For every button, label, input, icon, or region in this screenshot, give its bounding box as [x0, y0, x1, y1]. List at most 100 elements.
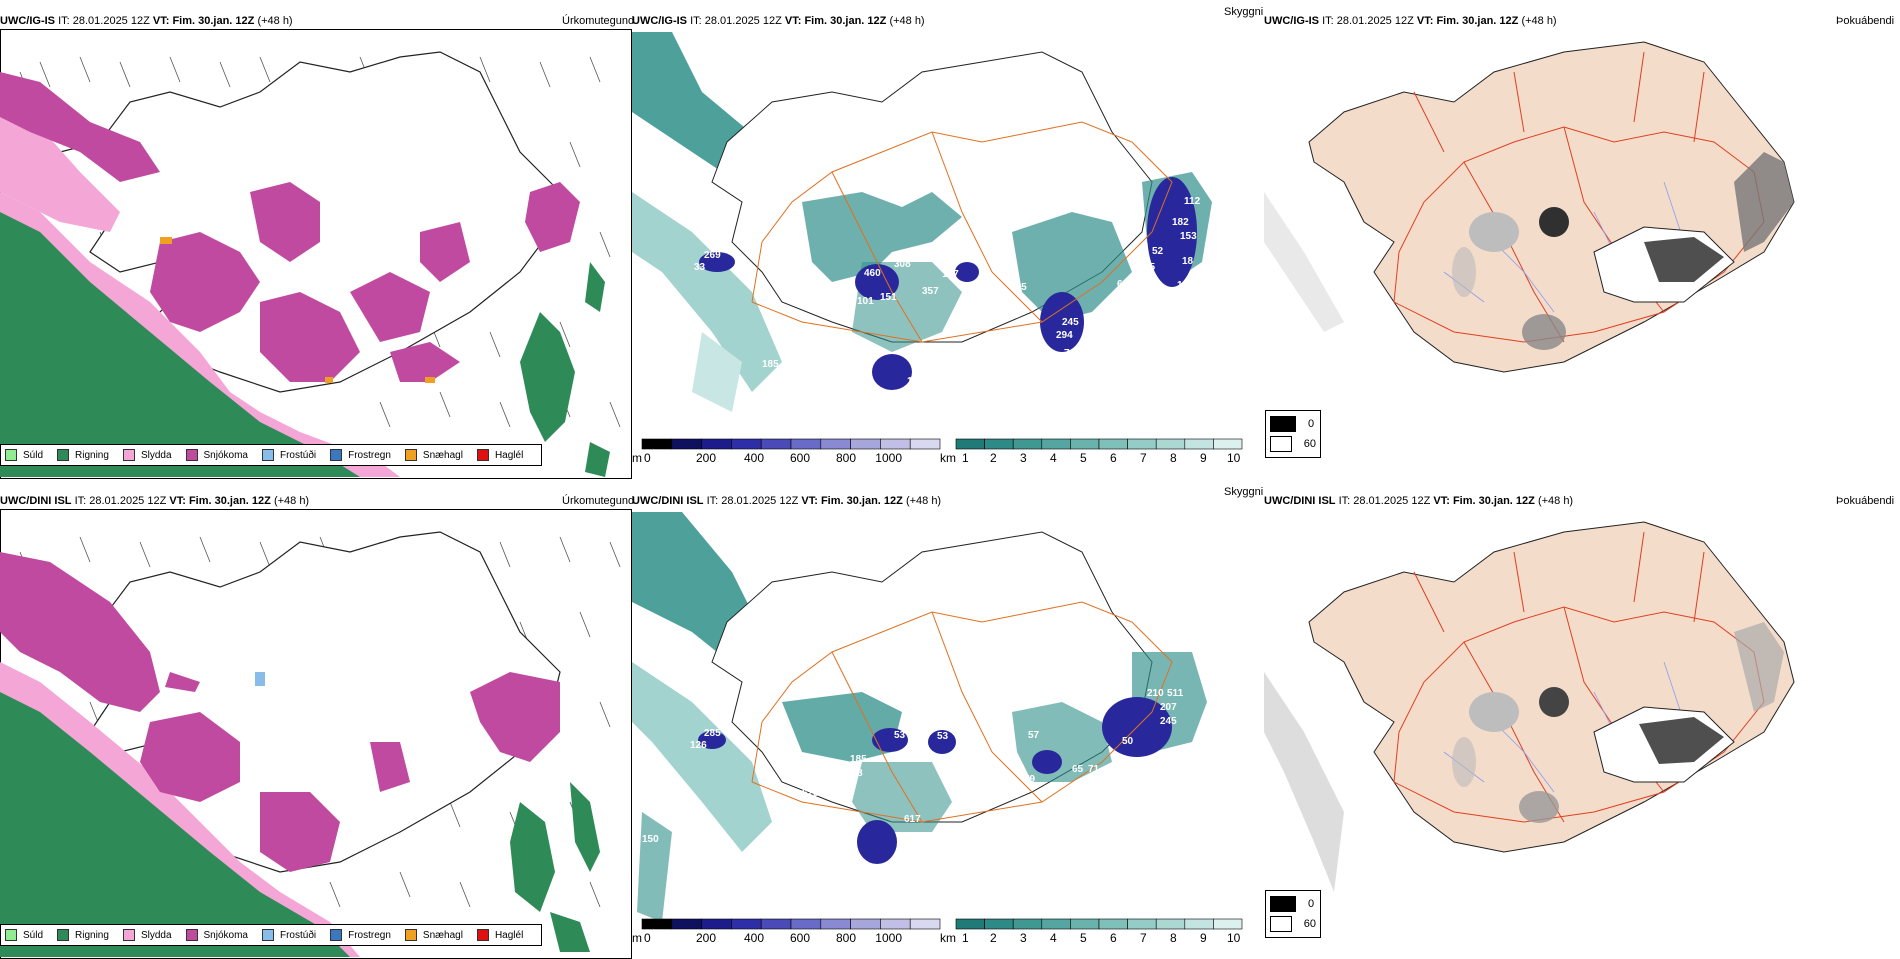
visibility-tick: 4: [1050, 451, 1057, 465]
fog-legend-item: 60: [1270, 914, 1316, 934]
colorbar-segment: [1184, 438, 1214, 450]
cloudbase-tick: 800: [836, 931, 856, 945]
precip-type-legend: Súld Rigning Slydda Snjókoma Frostúði Fr…: [0, 444, 543, 466]
visibility-unit: km: [940, 451, 956, 465]
cloudbase-label: 308: [894, 259, 911, 270]
cloudbase-label: 150: [642, 834, 659, 845]
visibility-tick: 5: [1080, 451, 1087, 465]
legend-item: Súld: [5, 449, 43, 461]
roads: [751, 601, 1173, 823]
cloudbase-labels: 269 33 460 308 167 101 151 357 315 637 6…: [694, 196, 1201, 413]
param-label: Þokuábendi: [1836, 15, 1895, 27]
colorbar-segment: [850, 918, 881, 930]
cloudbase-unit: m: [632, 931, 642, 945]
visibility-tick: 8: [1170, 451, 1177, 465]
colorbars: m 0 200 400 600 800 1000 km 1 2 3 4 5 6 …: [632, 438, 1243, 465]
cloudbase-label: 245: [1160, 716, 1177, 727]
legend-item: Snæhagl: [404, 449, 463, 461]
panel-title: UWC/DINI ISL IT: 28.01.2025 12Z VT: Fim.…: [632, 495, 942, 507]
colorbar-segment: [820, 918, 851, 930]
colorbar-segment: [1098, 918, 1128, 930]
colorbars: m 0 200 400 600 800 1000 km 1 2 3 4 5 6 …: [632, 918, 1243, 945]
legend-swatch: [1270, 916, 1292, 932]
cloudbase-tick: 600: [790, 451, 810, 465]
legend-swatch: [1270, 416, 1296, 432]
cloudbase-label: 112: [1184, 196, 1201, 207]
legend-swatch: [5, 929, 17, 941]
fog-streak: [1264, 192, 1344, 332]
fog-areas: [1452, 152, 1794, 350]
colorbar-segment: [701, 918, 732, 930]
panel-title: UWC/DINI ISL IT: 28.01.2025 12Z VT: Fim.…: [1264, 495, 1574, 507]
cloudbase-label: 528: [802, 788, 819, 799]
low-visibility-area: [1012, 212, 1132, 322]
colorbar-segment: [955, 918, 985, 930]
colorbar-segment: [909, 438, 941, 450]
rain-patch: [550, 912, 590, 952]
colorbar-segment: [790, 918, 822, 930]
colorbar-segment: [984, 918, 1014, 930]
cloudbase-label: 182: [1172, 217, 1189, 228]
legend-swatch: [404, 929, 417, 941]
legend-item: Frostregn: [330, 449, 391, 461]
visibility-tick: 3: [1020, 451, 1027, 465]
legend-swatch: [1270, 896, 1296, 912]
colorbar-segment: [880, 438, 911, 450]
low-visibility-area: [632, 662, 772, 852]
cloudbase-label: 166: [924, 389, 941, 400]
legend-item: Frostregn: [330, 929, 391, 941]
colorbar-segment: [1070, 438, 1100, 450]
legend-swatch: [122, 929, 135, 941]
param-label: Úrkomutegund: [562, 15, 635, 27]
cloudbase-label: 18: [1182, 256, 1194, 267]
cloudbase-labels: 285 126 53 53 185 403 528 139 617 172 18…: [642, 688, 1184, 873]
colorbar-segment: [955, 438, 985, 450]
cloudbase-label: 90: [910, 402, 922, 413]
legend-item: Haglél: [476, 929, 523, 941]
cloudbase-label: 219: [950, 359, 967, 370]
colorbar-segment: [1155, 918, 1186, 930]
visibility-tick: 9: [1200, 451, 1207, 465]
colorbar-segment: [701, 438, 732, 450]
legend-swatch: [185, 929, 198, 941]
low-visibility-area: [637, 812, 672, 922]
cloudbase-tick: 400: [744, 451, 764, 465]
visibility-tick: 8: [1170, 931, 1177, 945]
cloudbase-label: 151: [880, 292, 897, 303]
rain-area: [0, 692, 350, 957]
visibility-colorbar: [955, 438, 1243, 450]
fog-panel-top: UWC/IG-IS IT: 28.01.2025 12Z VT: Fim. 30…: [1264, 14, 1894, 469]
snow-pellet-area: [425, 377, 435, 383]
legend-swatch: [404, 449, 417, 461]
cloudbase-label: 617: [904, 814, 921, 825]
visibility-unit: km: [940, 931, 956, 945]
colorbar-segment: [909, 918, 941, 930]
colorbar-segment: [1098, 438, 1128, 450]
cloudbase-unit: m: [632, 451, 642, 465]
cloudbase-label: 79: [1024, 774, 1036, 785]
low-cloudbase-areas: [699, 177, 1197, 390]
cloudbase-label: 245: [1062, 317, 1079, 328]
cloudbase-label: 210: [1147, 688, 1164, 699]
colorbar-segment: [671, 918, 702, 930]
rain-patch: [570, 782, 600, 872]
cloudbase-label: 53: [894, 730, 906, 741]
legend-item: Rigning: [57, 929, 109, 941]
cloudbase-label: 108: [908, 860, 925, 871]
param-label: Úrkomutegund: [562, 495, 635, 507]
legend-swatch: [57, 449, 70, 461]
legend-item: Snjókoma: [185, 929, 248, 941]
rivers: [1443, 661, 1685, 793]
precip-type-map: [0, 531, 621, 957]
cloudbase-label: 460: [864, 268, 881, 279]
rain-patch: [510, 802, 555, 912]
colorbar-segment: [1184, 918, 1214, 930]
panel-title: UWC/IG-IS IT: 28.01.2025 12Z VT: Fim. 30…: [1264, 15, 1557, 27]
fog-legend: 0 60: [1265, 410, 1321, 458]
colorbar-segment: [1127, 438, 1157, 450]
colorbar-segment: [820, 438, 851, 450]
cloudbase-label: 76: [1064, 348, 1076, 359]
cloudbase-label: 58: [1112, 754, 1124, 765]
cloudbase-label: 294: [1056, 330, 1073, 341]
precip-type-panel-top: UWC/IG-IS IT: 28.01.2025 12Z VT: Fim. 30…: [0, 14, 634, 479]
